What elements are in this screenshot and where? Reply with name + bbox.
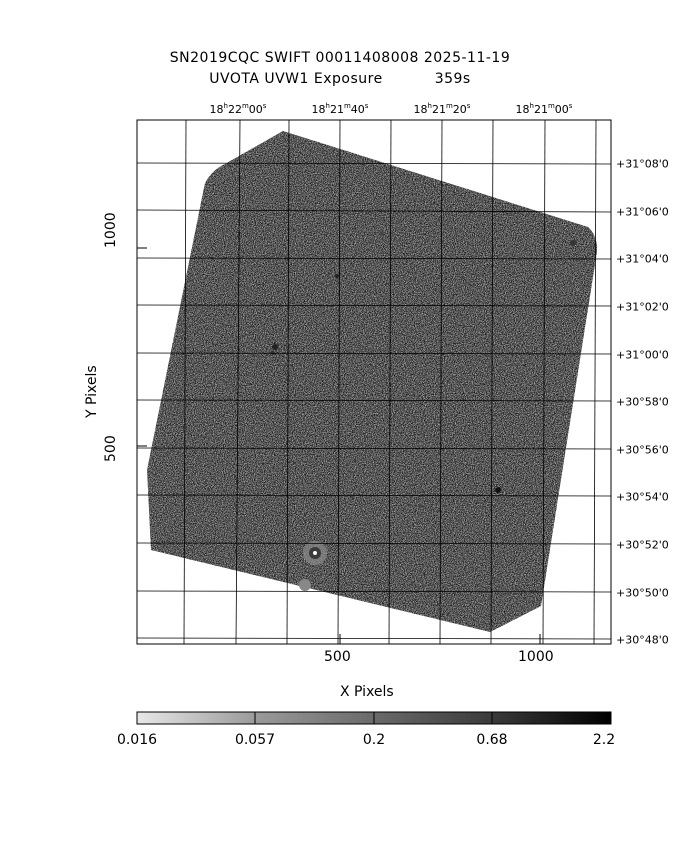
y-tick-label: 1000 <box>103 212 119 248</box>
colorbar-label: 0.68 <box>476 732 508 748</box>
dec-tick-label: +31°08'0 <box>616 157 669 171</box>
star <box>264 408 268 412</box>
star <box>380 232 384 236</box>
axis-ticks <box>137 247 541 644</box>
colorbar-label: 0.057 <box>234 732 276 748</box>
star <box>272 344 278 350</box>
ra-tick-label: 18h21m00s <box>515 102 573 116</box>
star <box>188 366 192 370</box>
colorbar-label: 0.016 <box>116 732 158 748</box>
y-tick-label: 500 <box>103 435 119 462</box>
sources <box>188 210 580 591</box>
y-axis-label: Y Pixels <box>84 365 100 418</box>
dec-tick-label: +30°52'0 <box>616 538 669 552</box>
ra-tick-label: 18h21m40s <box>311 102 369 116</box>
dec-tick-label: +31°04'0 <box>616 252 669 266</box>
dec-tick-label: +31°02'0 <box>616 300 669 314</box>
star <box>273 460 277 464</box>
star <box>576 288 580 292</box>
star <box>292 298 296 302</box>
image-title: SN2019CQC SWIFT 00011408008 2025-11-19 <box>169 50 511 66</box>
dec-tick-label: +30°48'0 <box>616 633 669 647</box>
star <box>260 258 264 262</box>
star <box>205 439 209 443</box>
filter-exposure-label: UVOTA UVW1 Exposure <box>209 71 383 87</box>
dec-tick-label: +30°56'0 <box>616 443 669 457</box>
x-tick-label: 500 <box>324 649 351 665</box>
colorbar-label: 2.2 <box>592 732 616 748</box>
coordinate-grid <box>137 120 611 644</box>
star <box>237 457 241 461</box>
exposure-time: 359s <box>434 71 471 87</box>
x-tick-label: 1000 <box>518 649 554 665</box>
dec-tick-label: +30°58'0 <box>616 395 669 409</box>
dec-tick-label: +31°06'0 <box>616 205 669 219</box>
star <box>410 582 414 586</box>
ra-tick-label: 18h22m00s <box>209 102 267 116</box>
colorbar-label: 0.2 <box>362 732 386 748</box>
star <box>495 487 501 493</box>
star <box>505 405 509 409</box>
ra-tick-label: 18h21m20s <box>413 102 471 116</box>
plot-frame <box>136 119 612 645</box>
star <box>335 274 339 278</box>
star <box>418 504 422 508</box>
dec-tick-label: +31°00'0 <box>616 348 669 362</box>
x-axis-label: X Pixels <box>340 684 394 700</box>
star <box>270 444 274 448</box>
exposure-line: UVOTA UVW1 Exposure 359s <box>0 71 680 87</box>
companion-source <box>299 579 311 591</box>
star <box>570 240 576 246</box>
galaxy-nucleus <box>313 551 317 555</box>
dec-tick-label: +30°54'0 <box>616 490 669 504</box>
star <box>469 210 473 214</box>
dec-tick-label: +30°50'0 <box>616 586 669 600</box>
